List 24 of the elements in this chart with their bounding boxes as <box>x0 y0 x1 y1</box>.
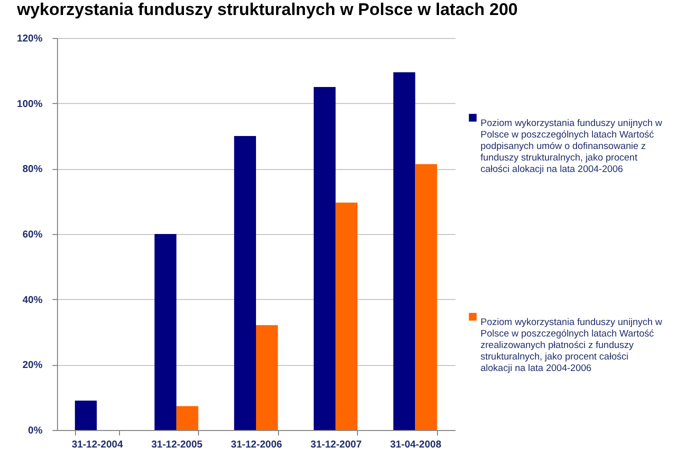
x-tick-label: 31-04-2008 <box>390 440 442 450</box>
bar <box>176 406 198 430</box>
bar <box>314 87 336 430</box>
y-tick-label: 40% <box>22 294 43 306</box>
x-tick-label: 31-12-2007 <box>310 440 362 450</box>
x-tick-label: 31-12-2005 <box>151 440 203 450</box>
bar <box>336 202 358 430</box>
y-tick-label: 100% <box>16 98 43 110</box>
bar <box>74 400 97 430</box>
y-tick-label: 0% <box>28 426 43 436</box>
y-tick-label: 60% <box>22 230 43 240</box>
chart-title: wykorzystania funduszy strukturalnych w Polsce w latach 200 <box>16 0 518 19</box>
bar <box>415 164 438 430</box>
y-tick-label: 80% <box>22 164 43 176</box>
bar <box>234 136 256 430</box>
bar <box>154 234 176 430</box>
legend-label: Poziom wykorzystania funduszy unijnych w Polsce w poszczególnych latach Wartość zrealizowanych płatności z funduszy strukturalnych, jako procent całości alokacji na lata 2004-2006 <box>480 316 662 374</box>
y-tick-label: 120% <box>16 34 43 44</box>
bar <box>256 325 278 430</box>
bar <box>393 72 416 430</box>
x-tick-label: 31-12-2006 <box>230 440 283 450</box>
y-tick-label: 20% <box>22 360 43 372</box>
legend-label: Poziom wykorzystania funduszy unijnych w Polsce w poszczególnych latach Wartość podpisanych umów o dofinansowanie z funduszy strukturalnych, jako procent całości alokacji na lata 2004-2006 <box>480 118 662 175</box>
x-tick-label: 31-12-2004 <box>72 440 124 450</box>
